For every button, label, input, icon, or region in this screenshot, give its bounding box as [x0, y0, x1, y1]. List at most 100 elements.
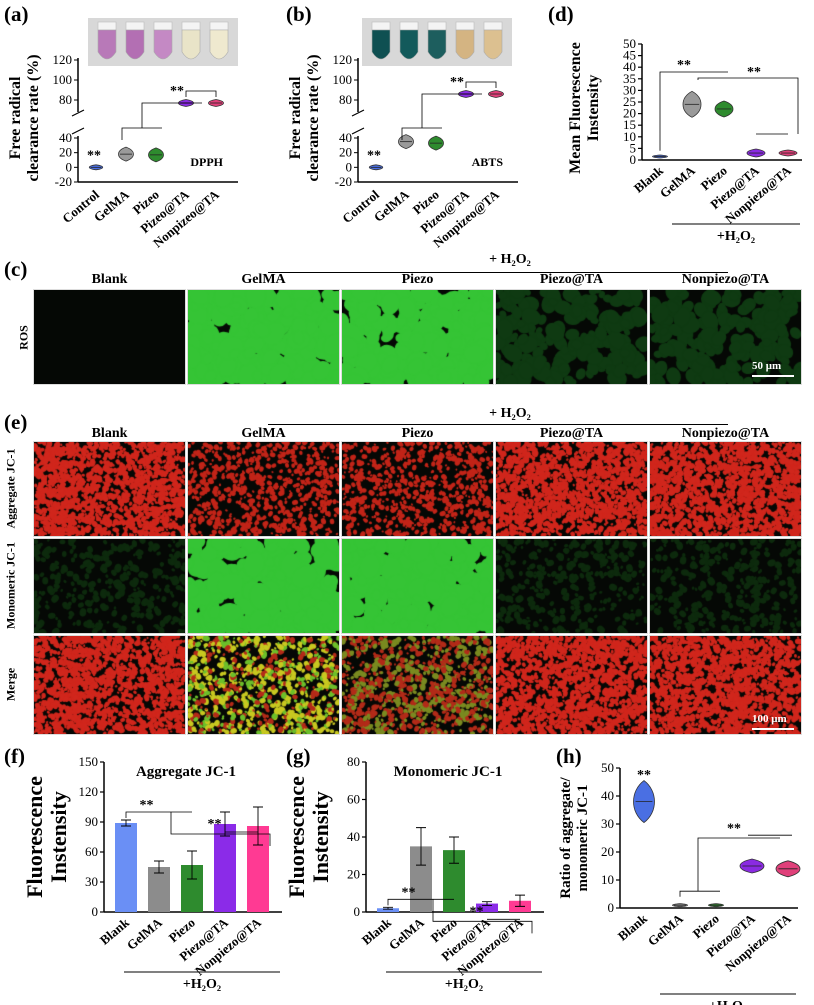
- chart-f-sig-1: **: [140, 798, 154, 813]
- chart-a-ytick-label: 80: [59, 92, 72, 107]
- chart-b-ytick-label: 120: [333, 52, 353, 67]
- e-agg-nonpiezo-ta-image: [649, 441, 802, 537]
- tube: [153, 29, 173, 60]
- h-xtick-label: GelMA: [645, 910, 687, 948]
- e-col-piezo-ta: Piezo@TA: [539, 426, 604, 441]
- c-col-piezo-ta: Piezo@TA: [539, 272, 604, 287]
- d-sig-bracket: [659, 71, 799, 151]
- e-col-piezo: Piezo: [401, 426, 434, 441]
- chart-a-ytick-label: 0: [66, 159, 73, 174]
- chart-f-ytick-label: 150: [79, 754, 99, 769]
- chart-g-sig-2: **: [470, 904, 484, 919]
- d-ytick-label: 10: [623, 129, 636, 144]
- chart-g-sig-bracket: [387, 898, 533, 934]
- tube: [97, 29, 117, 60]
- tube-cap: [97, 21, 117, 31]
- tube-cap: [209, 21, 229, 31]
- d-ytick-label: 40: [623, 59, 636, 74]
- d-ytick-label: 50: [623, 36, 636, 51]
- c-ros-nonpiezo-ta-image: [649, 289, 802, 385]
- e-mono-gelma-image: [187, 538, 340, 634]
- d-ylabel: Mean FluorescenceInstensity: [567, 42, 602, 174]
- chart-f-bar-0: [115, 823, 137, 912]
- tube: [455, 29, 475, 60]
- e-mono-piezo-image: [341, 538, 494, 634]
- c-col-nonpiezo-ta: Nonpiezo@TA: [681, 272, 770, 287]
- h-treat-label: +H₂O₂: [709, 999, 747, 1005]
- e-agg-blank-image: [33, 441, 186, 537]
- tube-cap: [125, 21, 145, 31]
- h-sig-bracket: [679, 834, 792, 897]
- c-row-ros: ROS: [16, 325, 31, 350]
- tube-cap: [455, 21, 475, 31]
- e-mono-nonpiezo-ta-image: [649, 538, 802, 634]
- chart-b: 80100120-2002040****ABTSControlGelMAPize…: [287, 52, 518, 250]
- chart-g-title: Monomeric JC-1: [394, 764, 503, 780]
- tube: [427, 29, 447, 60]
- tube-cap: [483, 21, 503, 31]
- tube: [209, 29, 229, 60]
- d-sig-1: **: [677, 58, 691, 73]
- chart-b-ytick-label: 20: [339, 145, 352, 160]
- chart-a-ylabel: Free radicalclearance rate (%): [7, 54, 42, 181]
- chart-a-sig-bracket: [121, 90, 217, 140]
- chart-f-errbar-4: [253, 806, 263, 846]
- chart-a-xtick-label: GelMA: [91, 186, 133, 224]
- c-ros-piezo-ta-image: [495, 289, 648, 385]
- d-ytick-label: 5: [630, 140, 637, 155]
- chart-g-bar-0: [377, 908, 399, 912]
- chart-f-bar-4: [247, 826, 269, 912]
- chart-g-ytick-label: 20: [347, 867, 360, 882]
- tube: [125, 29, 145, 60]
- chart-b-ytick-label: 100: [333, 72, 353, 87]
- chart-f-ytick-label: 60: [85, 844, 98, 859]
- chart-f-bar-2: [181, 865, 203, 912]
- c-treat-label: + H₂O₂: [489, 252, 531, 267]
- panel-g-label: (g): [286, 744, 311, 768]
- chart-b-ytick-label: 40: [339, 130, 352, 145]
- chart-f-ytick-label: 30: [85, 874, 98, 889]
- chart-g-ylabel: FluorescenceInstensity: [284, 776, 333, 898]
- chart-f-errbar-0: [121, 819, 131, 827]
- d-ytick-label: 30: [623, 82, 636, 97]
- chart-f-errbar-2: [187, 850, 197, 880]
- tube: [371, 29, 391, 60]
- chart-g-errbar-1: [416, 827, 426, 866]
- d-ytick-label: 20: [623, 106, 636, 121]
- panel-d-label: (d): [548, 2, 574, 26]
- chart-f-errbar-1: [154, 860, 164, 874]
- e-scalebar-label: 100 μm: [752, 713, 787, 725]
- e-col-blank: Blank: [91, 426, 128, 441]
- e-mono-blank-image: [33, 538, 186, 634]
- h-ytick-label: 40: [601, 788, 614, 803]
- chart-a: 80100120-2002040****DPPHControlGelMAPize…: [7, 52, 238, 250]
- e-merge-blank-image: [33, 635, 186, 735]
- c-ros-piezo-image: [341, 289, 494, 385]
- panel-e-label: (e): [4, 410, 28, 434]
- e-row-merge: Merge: [3, 667, 18, 702]
- tube-cap: [399, 21, 419, 31]
- tube: [483, 29, 503, 60]
- e-col-gelma: GelMA: [241, 426, 286, 441]
- e-agg-piezo-ta-image: [495, 441, 648, 537]
- d-treat-label: +H₂O₂: [717, 229, 755, 244]
- e-row-monomeric: Monomeric JC-1: [3, 542, 18, 629]
- d-sig-2: **: [747, 65, 761, 80]
- d-ytick-label: 15: [623, 117, 636, 132]
- chart-b-ytick-label: 0: [346, 159, 353, 174]
- c-ros-blank-image: [33, 289, 186, 385]
- e-col-nonpiezo-ta: Nonpiezo@TA: [681, 426, 770, 441]
- e-row-aggregate: Aggregate JC-1: [3, 448, 18, 529]
- tube: [399, 29, 419, 60]
- h-ytick-label: 50: [601, 760, 614, 775]
- chart-b-axis-break: [351, 109, 365, 135]
- tube-cap: [427, 21, 447, 31]
- h-ytick-label: 0: [608, 900, 615, 915]
- panel-a-label: (a): [4, 2, 29, 26]
- chart-g-errbar-3: [482, 901, 492, 906]
